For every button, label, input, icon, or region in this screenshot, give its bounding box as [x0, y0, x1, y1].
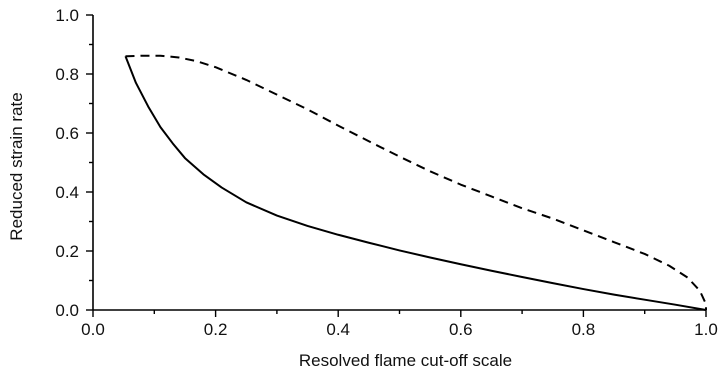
x-tick-label: 0.0 — [81, 320, 105, 339]
y-tick-label: 0.4 — [55, 183, 79, 202]
x-tick-label: 0.4 — [326, 320, 350, 339]
y-tick-label: 1.0 — [55, 6, 79, 25]
series-group — [124, 54, 707, 311]
x-tick-label: 0.2 — [204, 320, 228, 339]
x-tick-label: 1.0 — [694, 320, 718, 339]
y-tick-label: 0.0 — [55, 301, 79, 320]
solid-curve — [124, 55, 707, 311]
ticks: 0.0 0.2 0.4 0.6 0.8 1.0 0.0 0.2 0.4 0.6 0.8 1.0 — [55, 6, 717, 339]
x-tick-label: 0.8 — [572, 320, 596, 339]
y-tick-label: 0.6 — [55, 124, 79, 143]
x-axis-title: Resolved flame cut-off scale — [299, 351, 512, 370]
dashed-curve — [125, 54, 707, 310]
y-tick-label: 0.2 — [55, 242, 79, 261]
axes — [92, 15, 706, 311]
y-axis-title: Reduced strain rate — [7, 92, 26, 240]
x-tick-label: 0.6 — [449, 320, 473, 339]
y-tick-label: 0.8 — [55, 65, 79, 84]
